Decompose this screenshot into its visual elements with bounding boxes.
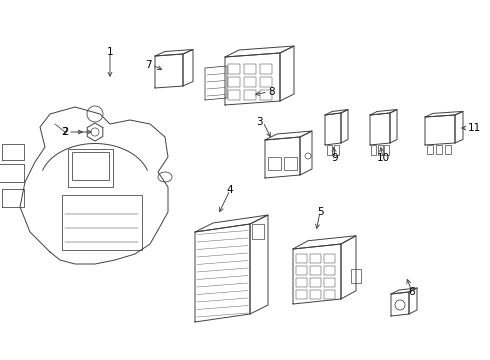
Bar xyxy=(62,195,142,250)
Bar xyxy=(427,145,433,154)
Bar xyxy=(377,145,383,155)
Text: 4: 4 xyxy=(227,185,233,195)
Bar xyxy=(260,64,272,74)
Text: 8: 8 xyxy=(268,87,274,97)
Text: 3: 3 xyxy=(256,117,263,127)
Bar xyxy=(324,278,335,287)
Bar xyxy=(244,90,256,100)
Bar xyxy=(72,152,109,180)
Bar xyxy=(334,145,339,155)
Bar xyxy=(284,157,297,170)
Text: 5: 5 xyxy=(317,207,323,217)
Text: 6: 6 xyxy=(409,287,416,297)
Bar xyxy=(296,266,307,275)
Bar xyxy=(371,145,376,155)
Bar xyxy=(324,254,335,263)
Bar xyxy=(351,269,361,283)
Text: 11: 11 xyxy=(468,123,481,133)
Bar xyxy=(244,64,256,74)
Bar xyxy=(310,266,321,275)
Bar xyxy=(296,290,307,299)
Bar xyxy=(310,254,321,263)
Bar xyxy=(228,77,240,87)
Text: 2: 2 xyxy=(62,127,68,137)
Bar xyxy=(384,145,389,155)
Bar xyxy=(324,290,335,299)
Bar xyxy=(228,64,240,74)
Text: 7: 7 xyxy=(146,60,152,70)
Bar xyxy=(228,90,240,100)
Bar xyxy=(324,266,335,275)
Bar xyxy=(445,145,451,154)
Text: 10: 10 xyxy=(376,153,390,163)
Bar xyxy=(296,278,307,287)
Bar xyxy=(436,145,442,154)
Bar xyxy=(310,290,321,299)
Text: 2: 2 xyxy=(61,127,68,137)
Text: 1: 1 xyxy=(107,47,113,57)
Bar xyxy=(252,224,264,239)
Bar xyxy=(296,254,307,263)
Bar xyxy=(244,77,256,87)
Text: 9: 9 xyxy=(332,153,338,163)
Bar xyxy=(260,77,272,87)
Bar xyxy=(268,157,281,170)
Bar xyxy=(327,145,332,155)
Bar xyxy=(68,149,113,187)
Bar xyxy=(260,90,272,100)
Bar xyxy=(310,278,321,287)
